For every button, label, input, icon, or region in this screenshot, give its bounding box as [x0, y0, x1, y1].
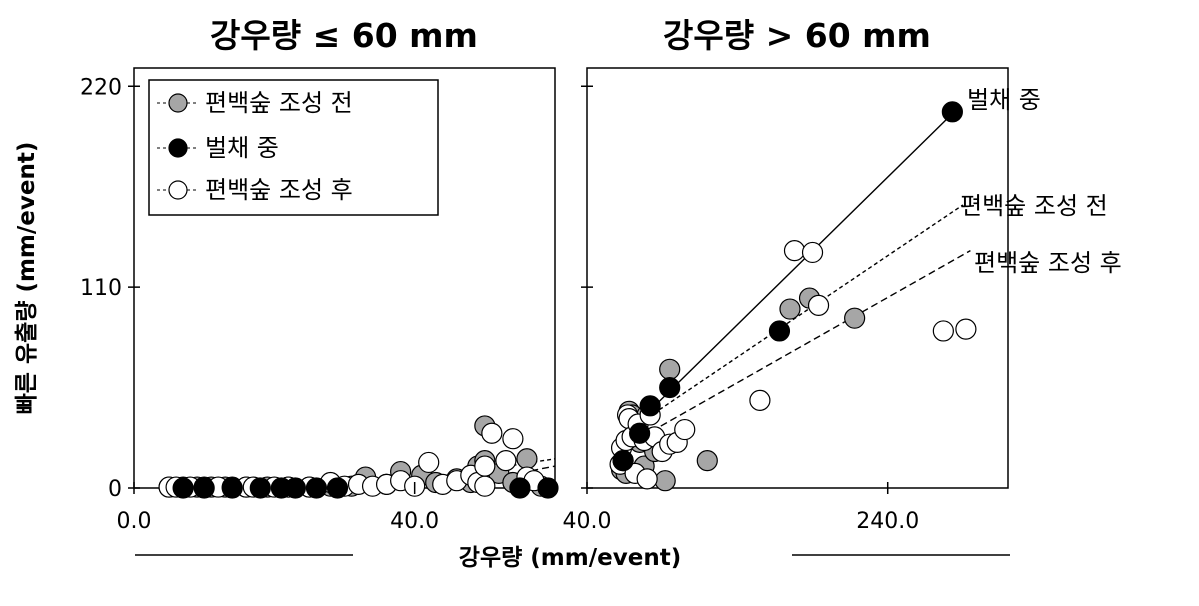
left-point-s1-3 — [249, 477, 271, 499]
right-point-s1-0 — [612, 450, 634, 472]
right-point-s2-17 — [749, 389, 771, 411]
legend: 편백숲 조성 전 벌채 중 편백숲 조성 후 — [148, 79, 439, 216]
right-point-s0-11 — [779, 298, 801, 320]
left-ytick-label-0: 0 — [108, 477, 122, 502]
right-panel-title: 강우량 > 60 mm — [663, 16, 931, 55]
annotation-during: 벌채 중 — [967, 86, 1041, 114]
right-point-s2-16 — [674, 418, 696, 441]
left-point-s2-26 — [495, 450, 517, 472]
right-point-s2-19 — [801, 241, 824, 264]
legend-marker-after — [168, 180, 188, 200]
right-point-s1-4 — [768, 320, 791, 342]
left-ytick-label-2: 220 — [80, 75, 122, 100]
left-xtick-label-1: 40.0 — [390, 509, 439, 534]
right-xtick-label-1: 240.0 — [856, 509, 919, 534]
left-xtick-label-0: 0.0 — [117, 509, 152, 534]
left-point-s2-23 — [474, 475, 496, 497]
annotation-after: 편백숲 조성 후 — [974, 249, 1122, 277]
legend-marker-before — [168, 93, 188, 113]
left-panel-title: 강우량 ≤ 60 mm — [210, 16, 478, 55]
right-point-s2-20 — [807, 294, 830, 316]
left-point-s1-1 — [193, 477, 215, 499]
left-point-s2-25 — [481, 422, 503, 444]
left-point-s1-5 — [284, 477, 306, 499]
right-fit-line-0 — [624, 204, 964, 434]
legend-marker-during — [168, 138, 188, 158]
left-point-s0-23 — [516, 448, 538, 470]
left-point-s2-24 — [474, 455, 496, 477]
annotation-before: 편백숲 조성 전 — [960, 192, 1108, 220]
legend-label-after: 편백숲 조성 후 — [205, 176, 353, 204]
y-axis-label: 빠른 유출량 (mm/event) — [14, 142, 40, 415]
left-point-s1-7 — [326, 477, 349, 499]
right-point-s1-3 — [659, 376, 681, 399]
legend-box — [148, 79, 439, 216]
left-point-s2-27 — [502, 428, 524, 450]
right-points — [609, 101, 977, 492]
right-point-s0-9 — [659, 358, 681, 380]
right-point-s2-18 — [783, 240, 806, 262]
right-plot-area — [586, 67, 1009, 489]
right-fit-line-2 — [631, 249, 971, 443]
axis-ticks: 0 110 220 0.0 40.0 40.0 240.0 — [80, 75, 919, 534]
right-point-s2-10 — [636, 468, 658, 490]
legend-label-before: 편백숲 조성 전 — [205, 89, 353, 117]
right-xtick-label-0: 40.0 — [563, 509, 612, 534]
left-ytick-label-1: 110 — [80, 276, 122, 301]
right-point-s1-1 — [629, 422, 651, 444]
left-point-s1-6 — [305, 477, 328, 499]
left-point-s1-2 — [221, 477, 243, 499]
left-point-s1-9 — [537, 477, 559, 499]
right-point-s1-5 — [941, 101, 963, 123]
right-point-s0-13 — [844, 307, 866, 329]
right-point-s1-2 — [639, 395, 661, 417]
legend-label-during: 벌채 중 — [205, 134, 279, 162]
right-point-s2-22 — [955, 318, 977, 340]
left-points — [158, 415, 559, 499]
left-point-s2-18 — [418, 451, 440, 474]
right-point-s0-8 — [654, 470, 676, 492]
x-axis-label: 강우량 (mm/event) — [459, 545, 681, 571]
left-point-s1-0 — [172, 477, 194, 499]
right-point-s0-10 — [696, 450, 718, 472]
right-point-s2-21 — [932, 320, 954, 342]
left-point-s1-8 — [509, 477, 531, 499]
